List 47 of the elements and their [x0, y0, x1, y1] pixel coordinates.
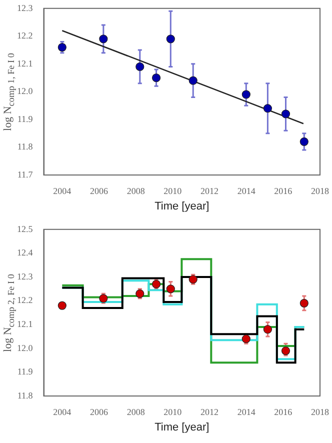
point	[166, 34, 175, 44]
point	[263, 325, 272, 334]
x-tick-label: 2018	[311, 406, 330, 417]
y-tick-label: 12.3	[17, 2, 34, 13]
point	[152, 74, 161, 82]
y-tick-label: 12.0	[17, 342, 34, 353]
y-tick-label: 11.9	[17, 366, 34, 377]
x-tick-label: 2004	[53, 186, 72, 196]
y-tick-label: 12.4	[17, 248, 34, 258]
x-tick-label: 2014	[237, 186, 256, 196]
x-tick-label: 2006	[90, 186, 108, 196]
y-tick-label: 12.1	[17, 318, 33, 329]
y-tick-label: 12.2	[17, 295, 33, 306]
x-axis-title: Time [year]	[154, 200, 210, 212]
y-tick-label: 12.5	[17, 224, 34, 234]
x-tick-label: 2016	[274, 186, 293, 196]
x-tick-label: 2012	[200, 406, 218, 417]
point	[281, 346, 290, 356]
x-tick-label: 2010	[164, 186, 182, 196]
x-tick-label: 2016	[274, 406, 293, 417]
x-tick-label: 2012	[200, 186, 218, 196]
point	[188, 76, 198, 85]
y-tick-label: 11.8	[17, 142, 34, 152]
y-tick-label: 11.9	[17, 114, 34, 124]
point	[136, 62, 144, 72]
x-tick-label: 2018	[311, 186, 330, 196]
point	[99, 34, 108, 44]
point	[242, 90, 250, 99]
y-tick-label: 12.1	[17, 58, 33, 68]
x-tick-label: 2010	[164, 406, 182, 417]
point	[58, 301, 66, 310]
point	[263, 104, 272, 113]
x-tick-label: 2006	[90, 406, 108, 417]
y-tick-label: 12.3	[17, 271, 34, 282]
x-tick-label: 2014	[237, 406, 256, 417]
point	[166, 284, 175, 294]
y-tick-label: 12.0	[17, 86, 34, 96]
x-axis-title: Time [year]	[154, 421, 210, 434]
x-tick-label: 2008	[126, 186, 146, 196]
point	[300, 298, 308, 308]
point	[281, 110, 290, 118]
x-tick-label: 2004	[53, 406, 72, 417]
y-tick-label: 11.7	[17, 169, 34, 180]
y-tick-label: 11.8	[17, 390, 34, 400]
point	[300, 137, 308, 146]
x-tick-label: 2008	[126, 406, 146, 417]
y-tick-label: 12.2	[17, 30, 33, 41]
